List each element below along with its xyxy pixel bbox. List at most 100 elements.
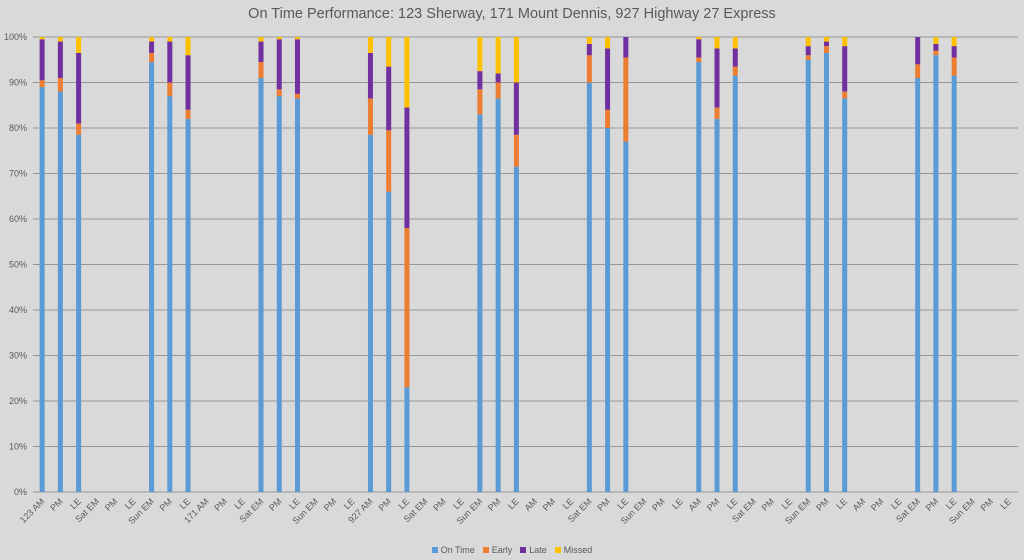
bar-segment [149, 41, 155, 53]
bar-segment [167, 37, 173, 42]
bar-segment [714, 118, 720, 493]
x-tick-label: PM [760, 496, 777, 513]
bar-segment [714, 107, 720, 119]
bar-segment [258, 77, 264, 492]
bar-segment [586, 55, 592, 83]
bar-segment [149, 62, 155, 493]
bar-segment [367, 134, 373, 492]
bar-segment [76, 52, 82, 124]
bar-segment [605, 48, 611, 110]
y-tick-label: 10% [9, 442, 27, 452]
x-tick-label: PM [267, 496, 284, 513]
bar-segment [586, 43, 592, 56]
bar-segment [258, 62, 264, 78]
x-tick-label: LE [506, 496, 521, 511]
bar-segment [367, 52, 373, 99]
bar-segment [732, 37, 738, 49]
x-tick-label: 123 AM [18, 496, 47, 525]
legend-swatch [554, 546, 561, 553]
x-tick-label: PM [705, 496, 722, 513]
x-tick-label: PM [486, 496, 503, 513]
bar-segment [167, 96, 173, 493]
bar-segment [586, 82, 592, 492]
x-tick-label: PM [814, 496, 831, 513]
bar-segment [951, 46, 957, 58]
bar-segment [696, 57, 702, 63]
bar-segment [167, 82, 173, 97]
bar-segment [386, 130, 392, 192]
bar-segment [276, 96, 282, 493]
bar-segment [495, 37, 501, 74]
y-tick-label: 60% [9, 214, 27, 224]
bar-segment [605, 37, 611, 49]
bar-segment [915, 37, 921, 65]
x-tick-label: PM [158, 496, 175, 513]
bar-segment [404, 107, 410, 229]
bar-segment [167, 41, 173, 83]
y-tick-label: 30% [9, 351, 27, 361]
bar-segment [714, 37, 720, 49]
chart-title: On Time Performance: 123 Sherway, 171 Mo… [248, 6, 776, 22]
bar-segment [386, 66, 392, 131]
y-tick-label: 90% [9, 78, 27, 88]
legend-label: Missed [563, 545, 593, 555]
y-tick-label: 50% [9, 260, 27, 270]
bar-segment [586, 37, 592, 44]
bar-segment [185, 118, 191, 493]
bar-segment [76, 123, 82, 135]
x-tick-label: PM [541, 496, 558, 513]
bar-segment [915, 77, 921, 492]
legend-swatch [431, 546, 438, 553]
x-tick-label: PM [48, 496, 65, 513]
bar-segment [185, 37, 191, 56]
bar-segment [623, 57, 629, 142]
bar-segment [57, 37, 63, 42]
y-tick-label: 40% [9, 305, 27, 315]
bar-segment [185, 109, 191, 119]
x-tick-label: LE [834, 496, 849, 511]
bar-segment [696, 39, 702, 58]
bar-segment [842, 91, 848, 99]
bar-segment [605, 109, 611, 128]
bar-segment [933, 37, 939, 44]
bar-segment [258, 37, 264, 42]
bar-segment [404, 387, 410, 492]
x-tick-label: PM [924, 496, 941, 513]
bar-segment [915, 64, 921, 78]
x-tick-label: PM [322, 496, 339, 513]
bar-segment [732, 66, 738, 76]
bar-segment [714, 48, 720, 108]
x-tick-label: AM [687, 496, 704, 513]
x-tick-label: PM [376, 496, 393, 513]
x-tick-label: PM [595, 496, 612, 513]
x-tick-label: PM [431, 496, 448, 513]
legend-item: On Time [431, 545, 475, 555]
bar-segment [823, 52, 829, 493]
legend: On Time Early Late Missed [0, 545, 1024, 555]
bar-segment [386, 191, 392, 492]
legend-item: Late [520, 545, 547, 555]
legend-item: Early [482, 545, 512, 555]
bar-segment [294, 39, 300, 94]
bar-segment [57, 41, 63, 78]
bar-segment [386, 37, 392, 67]
bar-segment [513, 37, 519, 83]
x-tick-label: PM [212, 496, 229, 513]
bar-segment [495, 82, 501, 99]
bar-segment [477, 89, 483, 115]
bar-segment [149, 52, 155, 63]
bar-segment [623, 141, 629, 492]
y-tick-label: 20% [9, 396, 27, 406]
bar-segment [951, 57, 957, 76]
bar-segment [842, 37, 848, 47]
bar-segment [805, 37, 811, 47]
bar-segment [276, 39, 282, 90]
bar-segment [294, 93, 300, 99]
bar-segment [823, 41, 829, 47]
bar-segment [823, 37, 829, 42]
x-tick-label: AM [522, 496, 539, 513]
bar-segment [276, 37, 282, 40]
bar-segment [294, 37, 300, 40]
legend-swatch [520, 546, 527, 553]
